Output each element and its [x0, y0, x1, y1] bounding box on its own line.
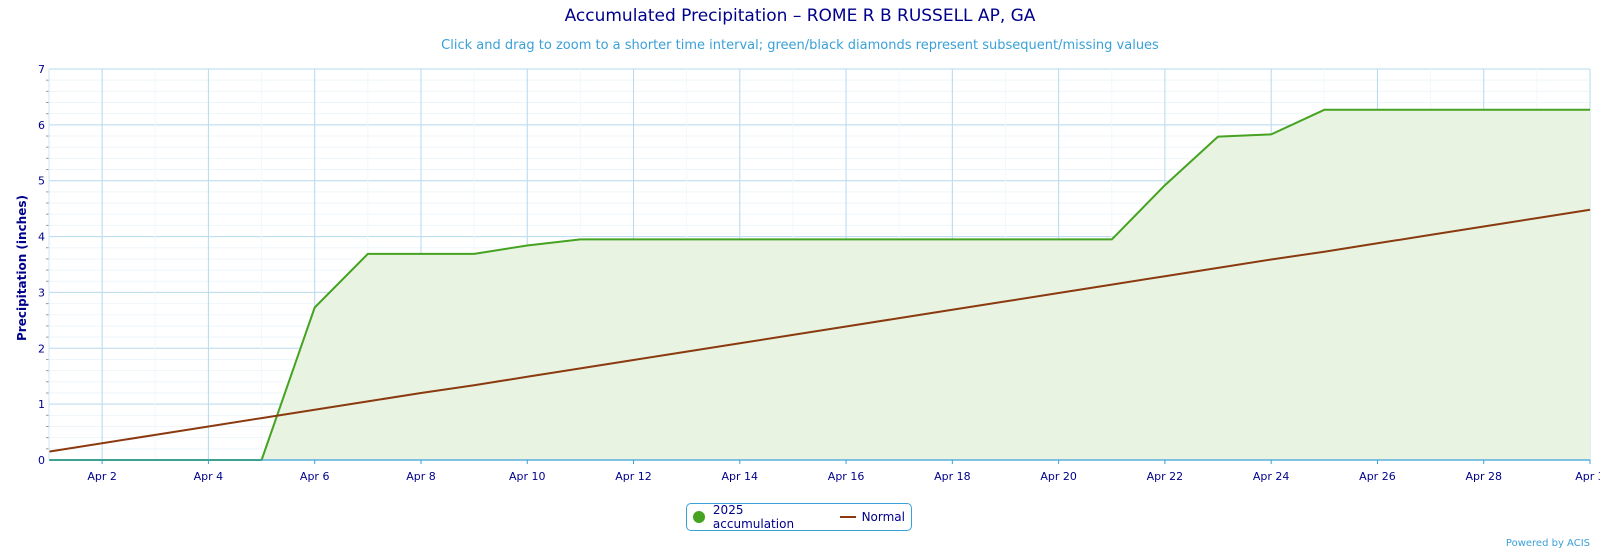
series-line-accumulation[interactable]: [49, 108, 1590, 461]
precipitation-chart[interactable]: 0 1 2 3 4 5 6 7 Apr 2 Apr 4 Apr 6 Apr 8 Apr 10 Apr 12…: [0, 0, 1600, 500]
y-tick-label: 4: [38, 231, 45, 244]
chart-title: Accumulated Precipitation – ROME R B RUS…: [564, 6, 1036, 26]
y-tick-label: 5: [38, 175, 45, 188]
x-tick-label: Apr 26: [1359, 470, 1396, 483]
x-tick-label: Apr 8: [406, 470, 436, 483]
x-tick-label: Apr 4: [194, 470, 224, 483]
series-layer: [48, 108, 1591, 461]
y-axis-label: Precipitation (inches): [15, 195, 29, 341]
x-tick-label: Apr 24: [1253, 470, 1290, 483]
x-tick-label: Apr 20: [1040, 470, 1077, 483]
x-tick-label: Apr 12: [615, 470, 652, 483]
y-tick-label: 6: [38, 119, 45, 132]
axis-layer: 0 1 2 3 4 5 6 7 Apr 2 Apr 4 Apr 6 Apr 8 Apr 10 Apr 12…: [38, 63, 1600, 483]
x-tick-label: Apr 3: [1575, 470, 1600, 483]
x-tick-label: Apr 16: [828, 470, 865, 483]
y-tick-label: 1: [38, 398, 45, 411]
x-tick-label: Apr 18: [934, 470, 971, 483]
legend-item-accumulation[interactable]: 2025 accumulation: [693, 503, 828, 531]
x-tick-label: Apr 14: [722, 470, 759, 483]
y-tick-label: 7: [38, 63, 45, 76]
x-tick-label: Apr 22: [1147, 470, 1184, 483]
legend-item-normal[interactable]: Normal: [839, 510, 905, 524]
x-tick-label: Apr 28: [1465, 470, 1502, 483]
x-tick-label: Apr 10: [509, 470, 546, 483]
x-tick-label: Apr 2: [87, 470, 117, 483]
series-line-normal[interactable]: [48, 208, 1591, 453]
y-tick-label: 3: [38, 286, 45, 299]
x-tick-label: Apr 6: [300, 470, 330, 483]
y-tick-label: 2: [38, 342, 45, 355]
legend-label-accumulation: 2025 accumulation: [712, 503, 795, 531]
y-tick-label: 0: [38, 454, 45, 467]
chart-subtitle: Click and drag to zoom to a shorter time…: [441, 38, 1159, 53]
brown-line-icon: [839, 516, 856, 518]
chart-legend[interactable]: 2025 accumulation Normal: [686, 503, 912, 531]
green-dot-icon: [693, 511, 705, 523]
legend-label-normal: Normal: [861, 510, 905, 524]
credit-link[interactable]: Powered by ACIS: [1505, 538, 1590, 549]
series-area-accumulation: [49, 109, 1590, 461]
